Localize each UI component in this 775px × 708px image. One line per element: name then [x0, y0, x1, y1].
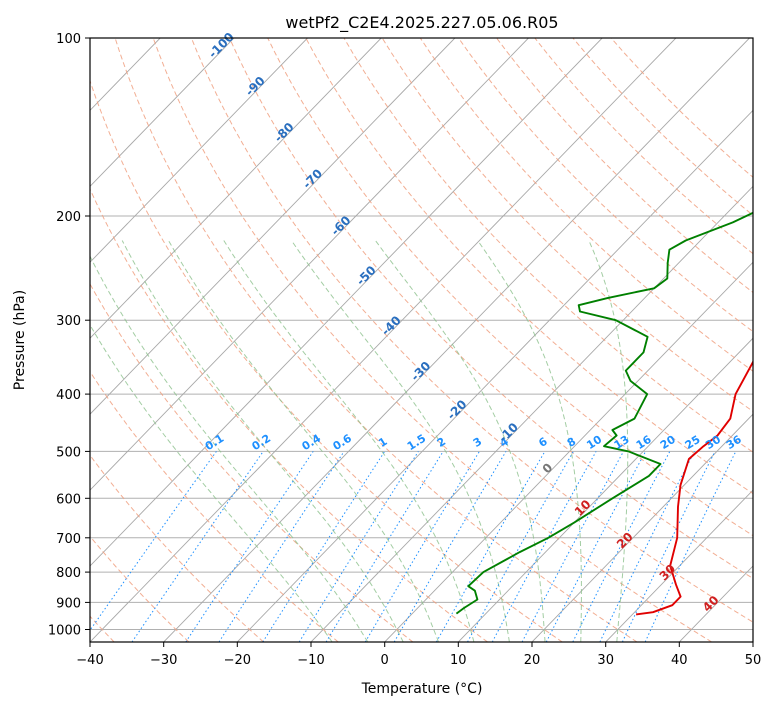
moist-adiabat-line [291, 240, 510, 642]
mixing-ratio-line [262, 451, 386, 642]
mixing-ratio-line [364, 451, 480, 642]
dry-adiabat-line [496, 38, 753, 294]
isotherm-line [605, 489, 753, 642]
moist-adiabat-line [223, 240, 475, 642]
x-tick-label: 10 [450, 653, 467, 668]
dewpoint-profile-line [455, 211, 753, 615]
y-tick-label: 600 [56, 492, 81, 507]
mixing-ratio-line [621, 451, 716, 642]
isotherm-line [90, 38, 603, 567]
x-tick-label: −10 [297, 653, 324, 668]
isotherm-line [90, 38, 235, 187]
y-tick-label: 1000 [48, 624, 81, 639]
dry-adiabat-line [229, 38, 753, 580]
axes: −40 −30 −20 −10 0 10 20 30 40 50 100 200 300 400 500 60… [48, 32, 761, 668]
x-tick-label: 20 [524, 653, 541, 668]
moist-adiabat-line [90, 255, 369, 642]
isotherm-line [90, 38, 529, 491]
dry-adiabat-line [90, 187, 488, 642]
background-lines [90, 38, 753, 642]
dry-adiabat-line [152, 38, 712, 642]
chart-title: wetPf2_C2E4.2025.227.05.06.R05 [285, 13, 558, 33]
y-tick-label: 100 [56, 32, 81, 47]
y-tick-label: 500 [56, 445, 81, 460]
mixing-ratio-line [435, 451, 546, 642]
mixing-ratio-line [298, 451, 419, 642]
dry-adiabat-line [610, 38, 753, 178]
mixing-ratio-line [467, 451, 574, 642]
y-tick-label: 900 [56, 596, 81, 611]
dry-adiabat-line [419, 38, 753, 372]
y-tick-label: 200 [56, 210, 81, 225]
x-tick-label: 50 [745, 653, 762, 668]
dry-adiabat-line [343, 38, 753, 453]
dry-adiabat-line [572, 38, 753, 216]
dry-adiabat-line [90, 535, 190, 642]
y-tick-label: 800 [56, 566, 81, 581]
dry-adiabat-line [90, 283, 414, 642]
x-tick-label: −40 [76, 653, 103, 668]
mixing-ratio-line [325, 451, 444, 642]
x-axis-label: Temperature (°C) [361, 681, 483, 697]
mixing-ratio-line [599, 451, 695, 642]
mixing-ratio-line [393, 451, 507, 642]
dry-adiabat-line [190, 38, 753, 623]
y-tick-label: 300 [56, 314, 81, 329]
mixing-ratio-line [644, 451, 737, 642]
moist-adiabat-line [374, 240, 546, 642]
dry-adiabat-line [114, 38, 638, 642]
isotherm-line [236, 109, 753, 642]
isotherm-line [90, 38, 677, 642]
dry-adiabat-line [305, 38, 753, 495]
y-axis-label: Pressure (hPa) [12, 290, 28, 390]
isotherm-line [90, 38, 456, 415]
x-tick-label: −20 [224, 653, 251, 668]
dry-adiabat-line [90, 79, 563, 642]
isotherm-line [531, 413, 753, 642]
plot-frame [89, 37, 754, 643]
x-tick-label: 40 [671, 653, 688, 668]
moist-adiabat-line [588, 240, 629, 642]
y-tick-label: 400 [56, 388, 81, 403]
isotherm-line [90, 38, 382, 339]
temperature-profile-line [635, 360, 753, 616]
isotherm-line [384, 261, 753, 642]
mixing-ratio-line [90, 451, 217, 632]
mixing-ratio-line [131, 451, 264, 642]
moist-adiabat-line [477, 240, 582, 642]
mixing-ratio-line [491, 451, 597, 642]
moist-adiabat-line [168, 240, 439, 642]
isotherm-line [163, 38, 750, 642]
moist-adiabat-line [121, 240, 404, 642]
isotherm-line [457, 337, 753, 642]
x-tick-label: −30 [150, 653, 177, 668]
profile-lines [455, 211, 753, 616]
x-tick-label: 30 [597, 653, 614, 668]
x-tick-label: 0 [381, 653, 389, 668]
isotherm-line [90, 38, 308, 263]
y-tick-label: 700 [56, 532, 81, 547]
dry-adiabat-line [381, 38, 753, 412]
